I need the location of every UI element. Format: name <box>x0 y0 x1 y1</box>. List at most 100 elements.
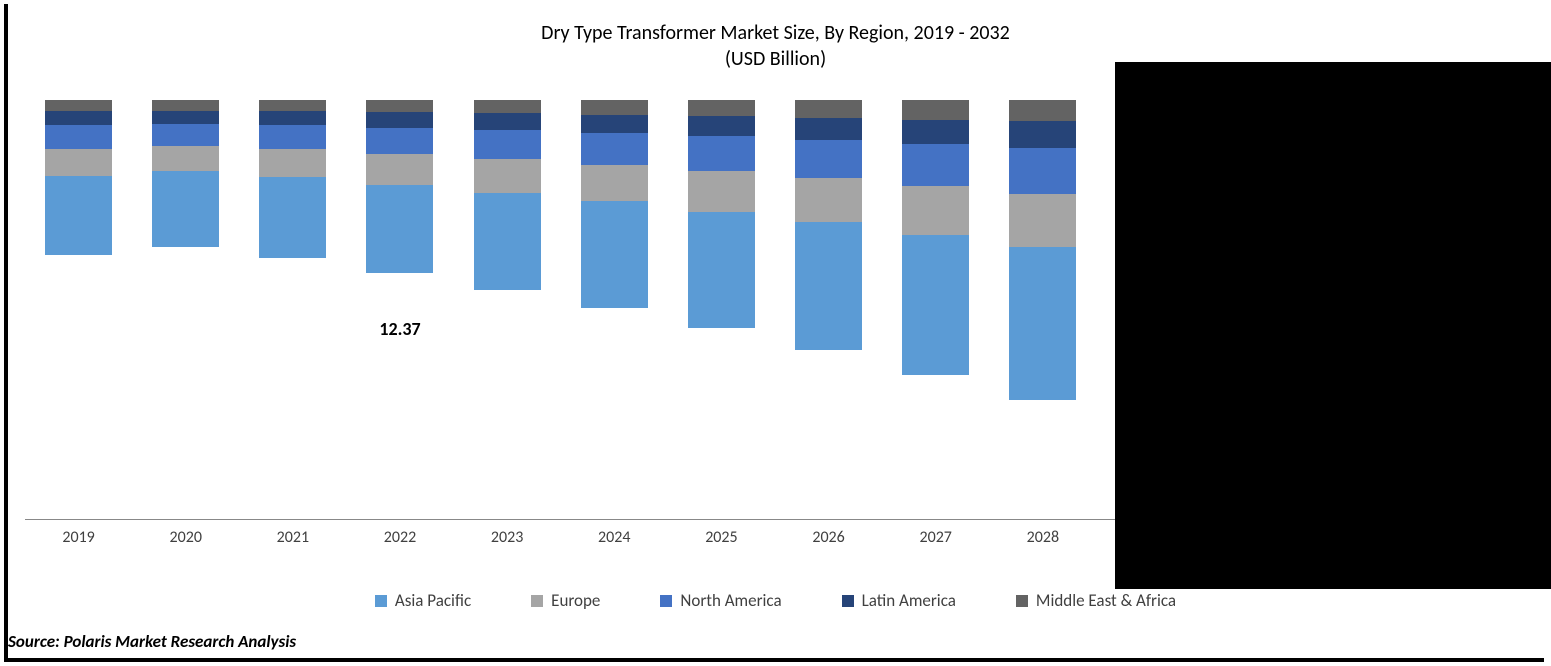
legend-label: North America <box>680 590 781 611</box>
bar-segment <box>152 171 219 247</box>
legend-label: Middle East & Africa <box>1036 590 1176 611</box>
bar-segment <box>902 144 969 186</box>
x-axis-tick-label: 2027 <box>882 528 989 547</box>
bar-segment <box>366 185 433 273</box>
bar-segment <box>45 176 112 256</box>
bar-stack <box>45 100 112 255</box>
bar-stack <box>259 100 326 258</box>
legend-item: Latin America <box>842 590 956 611</box>
bar-segment <box>259 125 326 149</box>
bar-segment <box>366 128 433 155</box>
bar-segment <box>152 146 219 171</box>
bar-segment <box>45 100 112 111</box>
bar-segment <box>902 100 969 120</box>
chart-title-line1: Dry Type Transformer Market Size, By Reg… <box>0 20 1551 46</box>
bar-segment <box>474 130 541 159</box>
legend-label: Europe <box>551 590 600 611</box>
bar-segment <box>795 222 862 349</box>
bar-group <box>775 100 882 519</box>
bar-segment <box>45 125 112 149</box>
bar-group <box>25 100 132 519</box>
bar-segment <box>259 177 326 258</box>
legend-swatch <box>660 595 672 607</box>
x-axis-tick-label: 2024 <box>561 528 668 547</box>
bar-segment <box>152 100 219 111</box>
bar-stack <box>581 100 648 308</box>
bar-segment <box>581 133 648 165</box>
bar-group <box>668 100 775 519</box>
x-axis-tick-label: 2028 <box>989 528 1096 547</box>
bar-segment <box>688 100 755 116</box>
legend-label: Asia Pacific <box>395 590 471 611</box>
bar-segment <box>902 120 969 145</box>
bar-group <box>239 100 346 519</box>
bar-stack <box>688 100 755 328</box>
x-axis-tick-label: 2025 <box>668 528 775 547</box>
x-axis-tick-label: 2026 <box>775 528 882 547</box>
bar-segment <box>152 124 219 146</box>
bar-segment <box>688 171 755 212</box>
data-label: 12.37 <box>379 318 420 340</box>
bar-stack <box>474 100 541 290</box>
legend-item: North America <box>660 590 781 611</box>
bar-segment <box>795 140 862 178</box>
bar-group <box>132 100 239 519</box>
bar-segment <box>795 100 862 118</box>
legend-item: Europe <box>531 590 600 611</box>
legend-swatch <box>375 595 387 607</box>
bar-segment <box>1009 247 1076 400</box>
bar-segment <box>688 116 755 136</box>
bar-stack <box>366 100 433 273</box>
legend-swatch <box>1016 595 1028 607</box>
bar-segment <box>366 112 433 127</box>
bar-group <box>882 100 989 519</box>
bar-stack <box>152 100 219 247</box>
bar-stack <box>902 100 969 375</box>
x-axis-tick-label: 2019 <box>25 528 132 547</box>
legend-swatch <box>531 595 543 607</box>
bar-segment <box>581 201 648 307</box>
bar-segment <box>688 136 755 171</box>
bar-segment <box>1009 194 1076 247</box>
bar-segment <box>795 118 862 140</box>
bar-segment <box>1009 121 1076 148</box>
bar-segment <box>474 159 541 193</box>
bar-segment <box>474 193 541 290</box>
bar-segment <box>152 111 219 124</box>
x-axis-tick-label: 2022 <box>346 528 453 547</box>
bar-segment <box>259 111 326 125</box>
legend-swatch <box>842 595 854 607</box>
bar-segment <box>902 186 969 235</box>
bar-group <box>454 100 561 519</box>
x-axis-tick-label: 2023 <box>454 528 561 547</box>
bar-segment <box>366 100 433 112</box>
legend-item: Asia Pacific <box>375 590 471 611</box>
bar-segment <box>474 100 541 113</box>
x-axis-tick-label: 2021 <box>239 528 346 547</box>
bar-segment <box>474 113 541 130</box>
overlay-occlusion <box>1115 62 1160 589</box>
bar-stack <box>1009 100 1076 400</box>
bar-segment <box>902 235 969 375</box>
bar-segment <box>1009 148 1076 194</box>
legend-label: Latin America <box>862 590 956 611</box>
legend: Asia Pacific Europe North America Latin Ame… <box>0 590 1551 611</box>
bar-segment <box>581 115 648 133</box>
bar-segment <box>581 100 648 115</box>
bar-segment <box>366 154 433 185</box>
bar-segment <box>45 149 112 176</box>
bar-segment <box>1009 100 1076 121</box>
bar-group <box>989 100 1096 519</box>
legend-item: Middle East & Africa <box>1016 590 1176 611</box>
chart-container: Dry Type Transformer Market Size, By Reg… <box>0 0 1551 666</box>
bar-group <box>561 100 668 519</box>
bar-segment <box>45 111 112 125</box>
bar-stack <box>795 100 862 350</box>
bar-segment <box>259 100 326 111</box>
bar-segment <box>259 149 326 177</box>
overlay-occlusion <box>1150 62 1551 589</box>
bar-segment <box>795 178 862 223</box>
source-attribution: Source: Polaris Market Research Analysis <box>8 631 296 652</box>
bar-group: 12.37 <box>346 100 453 519</box>
bar-segment <box>581 165 648 201</box>
